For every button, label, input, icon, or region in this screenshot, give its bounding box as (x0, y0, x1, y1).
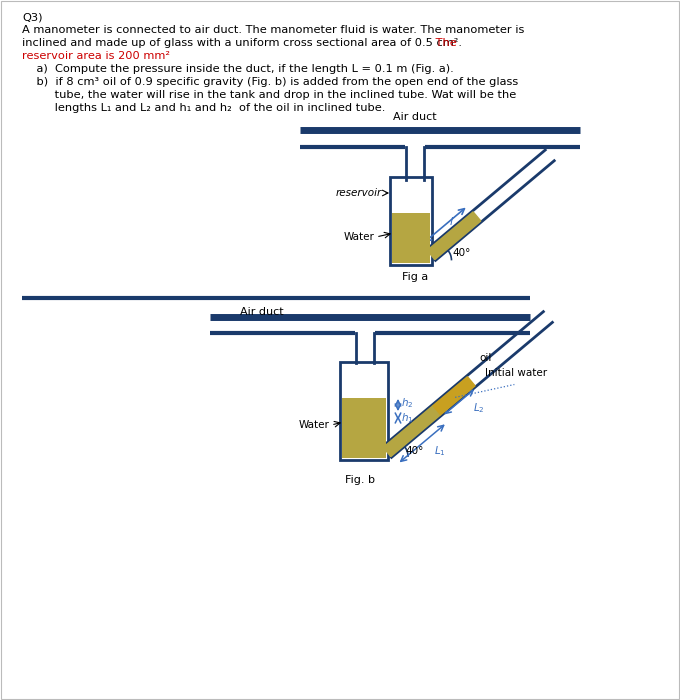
Text: Air duct: Air duct (393, 112, 437, 122)
Text: reservoir: reservoir (336, 188, 382, 198)
Text: Q3): Q3) (22, 12, 42, 22)
Bar (390, 177, 432, 265)
Text: $L_2$: $L_2$ (473, 401, 485, 415)
Text: b)  if 8 cm³ oil of 0.9 specific gravity (Fig. b) is added from the open end of : b) if 8 cm³ oil of 0.9 specific gravity … (22, 77, 518, 87)
Text: The: The (432, 38, 457, 48)
Text: Air duct: Air duct (240, 307, 284, 317)
Text: $l$: $l$ (449, 215, 454, 227)
Text: $h_1$: $h_1$ (401, 411, 413, 425)
Bar (340, 362, 388, 460)
Text: Water: Water (299, 420, 330, 430)
Text: oil: oil (479, 353, 492, 363)
Text: Initial water: Initial water (485, 368, 547, 378)
Text: lengths L₁ and L₂ and h₁ and h₂  of the oil in inclined tube.: lengths L₁ and L₂ and h₁ and h₂ of the o… (22, 103, 386, 113)
Bar (392, 213, 430, 263)
Text: a)  Compute the pressure inside the duct, if the length L = 0.1 m (Fig. a).: a) Compute the pressure inside the duct,… (22, 64, 454, 74)
Bar (342, 398, 386, 458)
Polygon shape (427, 212, 481, 260)
Text: Water: Water (344, 232, 375, 242)
Text: reservoir area is 200 mm²: reservoir area is 200 mm² (22, 51, 170, 61)
Text: $L_1$: $L_1$ (435, 444, 446, 458)
Polygon shape (383, 406, 441, 456)
Text: Fig a: Fig a (402, 272, 428, 282)
Text: 40°: 40° (405, 446, 424, 456)
Text: $h_2$: $h_2$ (401, 396, 413, 410)
Text: 40°: 40° (452, 248, 471, 258)
Text: A manometer is connected to air duct. The manometer fluid is water. The manomete: A manometer is connected to air duct. Th… (22, 25, 524, 35)
Text: tube, the water will rise in the tank and drop in the inclined tube. Wat will be: tube, the water will rise in the tank an… (22, 90, 516, 100)
Polygon shape (433, 377, 475, 415)
Text: inclined and made up of glass with a uniform cross sectional area of 0.5 cm².: inclined and made up of glass with a uni… (22, 38, 462, 48)
Text: Fig. b: Fig. b (345, 475, 375, 485)
